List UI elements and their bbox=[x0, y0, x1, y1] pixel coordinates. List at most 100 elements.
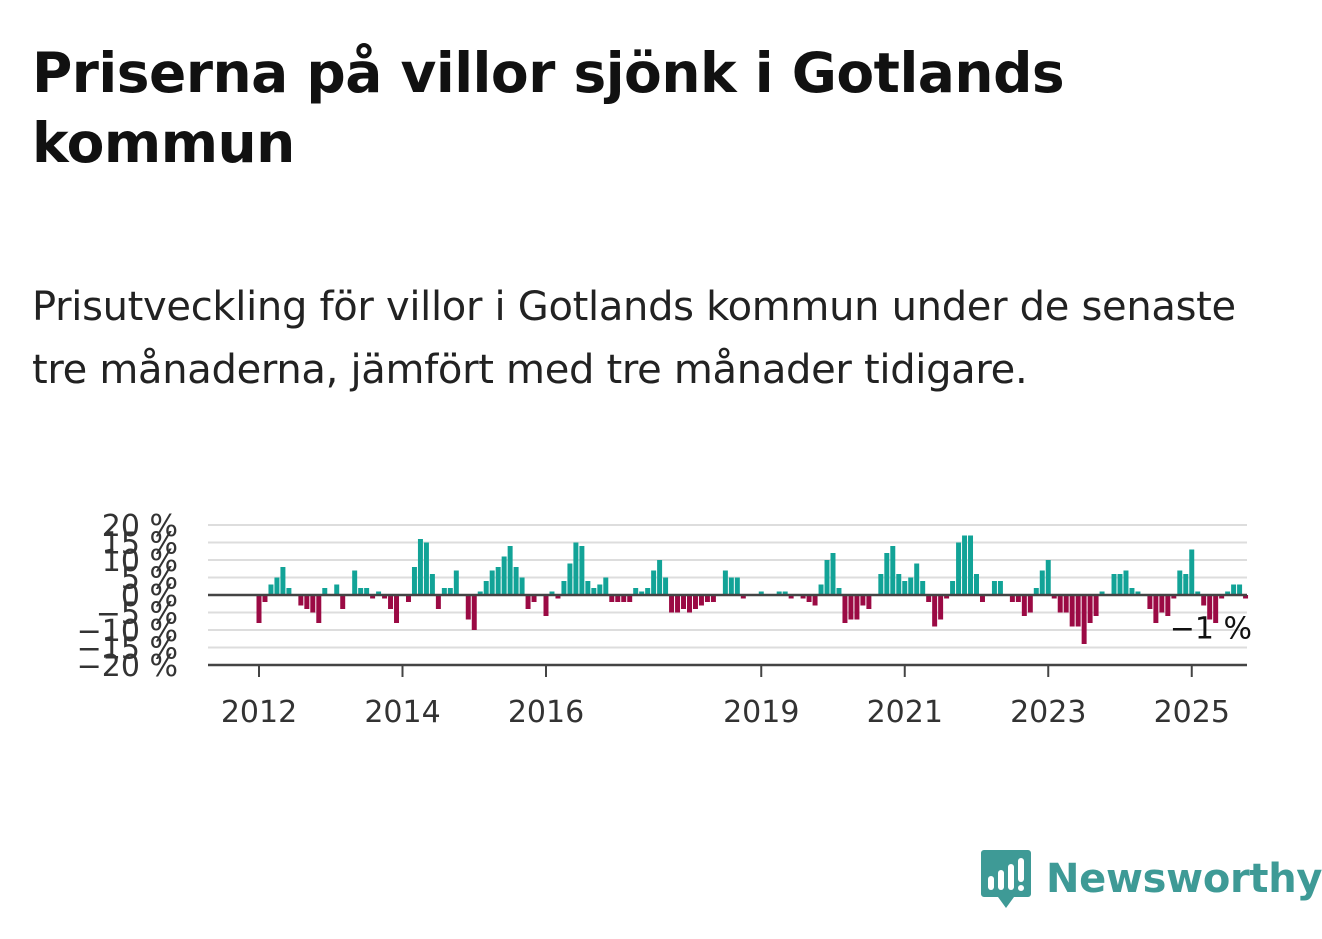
x-tick-label: 2025 bbox=[1154, 695, 1230, 730]
bar bbox=[681, 595, 687, 609]
bar bbox=[304, 595, 310, 609]
bar bbox=[388, 595, 394, 609]
y-tick-label: −10 % bbox=[77, 614, 178, 649]
bar bbox=[1177, 570, 1183, 595]
bar bbox=[1009, 595, 1015, 602]
chart-title: Priserna på villor sjönk i Gotlands komm… bbox=[32, 41, 1065, 175]
bar bbox=[1081, 595, 1087, 644]
bar bbox=[1051, 595, 1057, 599]
x-tick-label: 2021 bbox=[867, 695, 943, 730]
bar bbox=[740, 595, 746, 599]
bar bbox=[513, 567, 519, 595]
bar bbox=[1213, 595, 1219, 623]
bar bbox=[280, 567, 286, 595]
bars bbox=[256, 535, 1249, 644]
bar bbox=[842, 595, 848, 623]
bar bbox=[334, 584, 340, 595]
bar bbox=[1087, 595, 1093, 623]
bar bbox=[298, 595, 304, 606]
bar bbox=[621, 595, 627, 602]
y-tick-label: 20 % bbox=[102, 509, 178, 544]
bar bbox=[519, 577, 525, 595]
bar bbox=[997, 581, 1003, 595]
gridlines bbox=[208, 524, 1247, 649]
bar bbox=[962, 535, 968, 595]
bar bbox=[914, 563, 920, 595]
bar bbox=[896, 574, 902, 595]
bar bbox=[1069, 595, 1075, 627]
bar bbox=[567, 563, 573, 595]
bar bbox=[1123, 570, 1129, 595]
bar bbox=[441, 588, 447, 595]
bar bbox=[722, 570, 728, 595]
bar bbox=[340, 595, 346, 609]
y-tick-label: 0 % bbox=[121, 579, 178, 614]
bar bbox=[878, 574, 884, 595]
brand-name: Newsworthy bbox=[1046, 856, 1322, 902]
bar bbox=[645, 588, 651, 595]
bar bbox=[830, 553, 836, 595]
bar bbox=[890, 546, 896, 595]
bar bbox=[1045, 560, 1051, 595]
bar bbox=[471, 595, 477, 630]
bar bbox=[435, 595, 441, 609]
bar bbox=[932, 595, 938, 627]
x-tick-label: 2019 bbox=[723, 695, 799, 730]
y-axis-ticks: 20 %15 %10 %5 %0 %−5 %−10 %−15 %−20 % bbox=[77, 509, 178, 684]
y-tick-label: 10 % bbox=[102, 544, 178, 579]
bar bbox=[1201, 595, 1207, 606]
bar bbox=[1117, 574, 1123, 595]
bar bbox=[956, 542, 962, 595]
bar bbox=[704, 595, 710, 602]
bar bbox=[669, 595, 675, 613]
bar bbox=[1219, 595, 1225, 599]
bar bbox=[639, 591, 645, 595]
bar bbox=[501, 556, 507, 595]
bar bbox=[453, 570, 459, 595]
y-tick-label: −15 % bbox=[77, 632, 178, 667]
bar bbox=[555, 595, 561, 599]
bar bbox=[944, 595, 950, 599]
bar bbox=[1099, 591, 1105, 595]
bar bbox=[974, 574, 979, 595]
bar bbox=[495, 567, 501, 595]
x-tick-label: 2014 bbox=[364, 695, 440, 730]
bar bbox=[465, 595, 471, 620]
bar bbox=[663, 577, 669, 595]
bar bbox=[1237, 584, 1243, 595]
bar bbox=[860, 595, 866, 606]
bar bbox=[525, 595, 531, 609]
bar bbox=[1021, 595, 1027, 616]
bar bbox=[938, 595, 944, 620]
y-tick-label: 5 % bbox=[121, 562, 178, 597]
bar bbox=[866, 595, 872, 609]
bar bbox=[268, 584, 274, 595]
bar bbox=[507, 546, 513, 595]
bar bbox=[824, 560, 830, 595]
bar bbox=[675, 595, 681, 613]
x-tick-label: 2023 bbox=[1010, 695, 1086, 730]
bar bbox=[322, 588, 328, 595]
bar bbox=[1147, 595, 1153, 609]
bar bbox=[698, 595, 704, 606]
bar bbox=[573, 542, 579, 595]
last-value-annotation: −1 % bbox=[1170, 612, 1252, 647]
bar bbox=[1027, 595, 1033, 613]
bar bbox=[549, 591, 555, 595]
bar-chart: 20 %15 %10 %5 %0 %−5 %−10 %−15 %−20 % 20… bbox=[77, 509, 1252, 730]
bar bbox=[1039, 570, 1045, 595]
bar bbox=[1165, 595, 1171, 616]
bar bbox=[782, 591, 788, 595]
bar bbox=[627, 595, 633, 602]
bar bbox=[633, 588, 639, 595]
bar bbox=[692, 595, 698, 609]
bar bbox=[597, 584, 603, 595]
bar bbox=[370, 595, 376, 599]
bar bbox=[352, 570, 358, 595]
bar bbox=[818, 584, 824, 595]
bar bbox=[1231, 584, 1237, 595]
bar bbox=[256, 595, 262, 623]
bar bbox=[394, 595, 400, 623]
bar bbox=[543, 595, 549, 616]
bar bbox=[310, 595, 316, 613]
